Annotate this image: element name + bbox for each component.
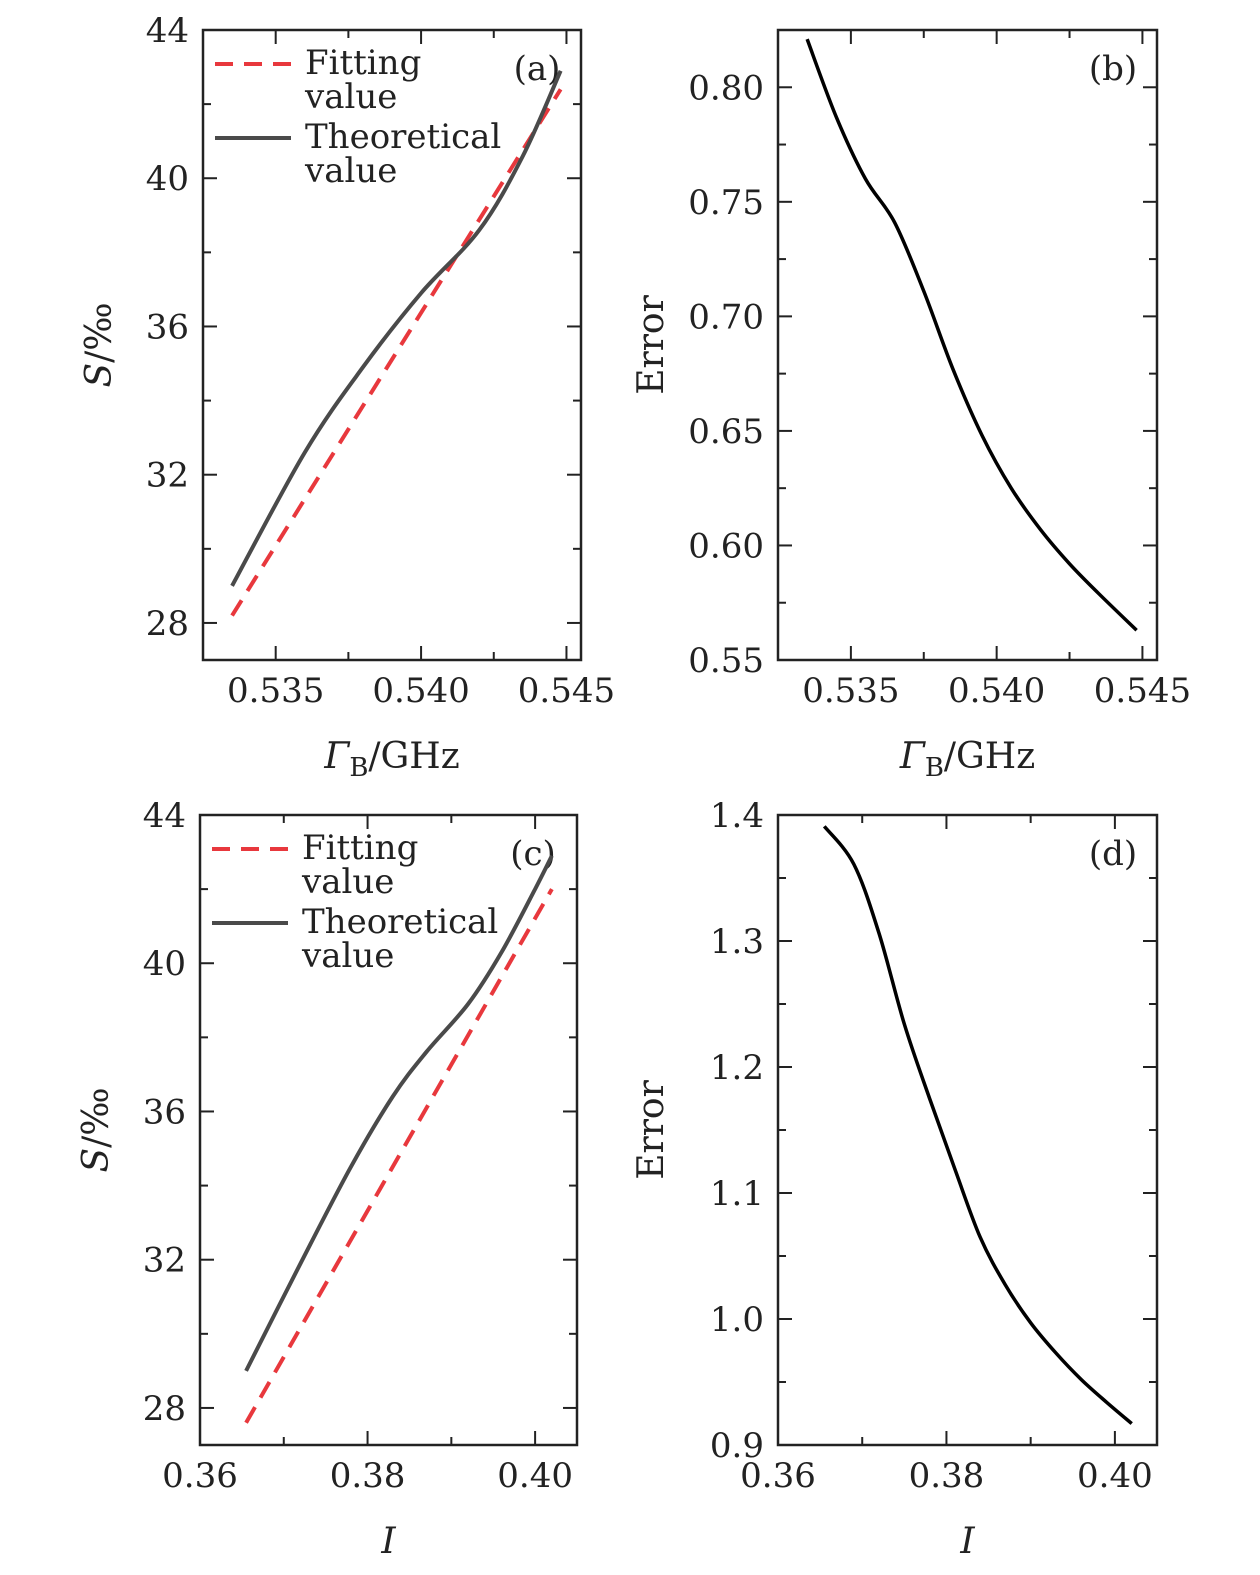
x-tick-label: 0.36 [162,1456,238,1496]
x-tick-label: 0.540 [948,671,1045,711]
error-line [805,38,1138,632]
legend-label: Theoretical [305,117,501,157]
x-tick-label: 0.535 [227,671,324,711]
panel-label: (a) [514,49,561,89]
theoretical-value-line [230,69,563,587]
y-axis-label: Error [631,294,672,394]
y-tick-label: 1.3 [710,922,764,962]
y-tick-label: 0.70 [688,297,764,337]
y-tick-label: 28 [146,604,189,644]
chart-panel-a: 0.535 0.540 0.545 28 32 36 40 44 ΓB/GHz S/‰ (a) Fit… [79,11,615,783]
y-tick-label: 0.55 [688,641,764,681]
y-axis-label: Error [631,1079,672,1179]
plot-frame [201,28,583,662]
y-tick-label: 1.4 [710,796,764,836]
y-tick-label: 44 [146,11,189,51]
x-tick-label: 0.545 [1094,671,1191,711]
legend-label-line2: value [304,77,397,117]
y-tick-label: 40 [143,944,186,984]
y-tick-label: 36 [143,1092,186,1132]
y-tick-label: 1.2 [710,1048,764,1088]
y-axis-label: S/‰ [76,1087,117,1172]
chart-panel-d: 0.36 0.38 0.40 0.9 1.0 1.1 1.2 1.3 1.4 I Error (d) [631,796,1159,1562]
y-tick-label: 32 [143,1241,186,1281]
legend-label: Fitting [302,828,418,868]
x-axis-label: ΓB/GHz [323,736,459,783]
chart-panel-b: 0.535 0.540 0.545 0.55 0.60 0.65 0.70 0.75 0.80 Γ… [631,28,1191,783]
y-tick-label: 36 [146,307,189,347]
y-tick-label: 44 [143,796,186,836]
panel-label: (d) [1089,834,1137,874]
y-axis-label: S/‰ [79,302,120,387]
y-tick-label: 0.65 [688,412,764,452]
y-tick-label: 0.80 [688,68,764,108]
x-axis-label: ΓB/GHz [899,736,1035,783]
x-tick-label: 0.40 [1077,1456,1153,1496]
fitting-value-line [244,888,554,1424]
panel-label: (c) [510,834,556,874]
y-tick-label: 1.1 [710,1174,764,1214]
x-tick-label: 0.38 [330,1456,406,1496]
x-axis-label: I [959,1521,975,1562]
legend-label-line2: value [301,862,394,902]
panel-label: (b) [1089,49,1137,89]
plot-frame [776,28,1159,662]
legend-label: Theoretical [302,902,498,942]
x-tick-label: 0.38 [909,1456,985,1496]
y-tick-label: 0.9 [710,1426,764,1466]
y-tick-label: 0.75 [688,183,764,223]
x-tick-label: 0.540 [372,671,469,711]
chart-panel-c: 0.36 0.38 0.402832364044IS/‰(c)Fittingvalu… [76,796,579,1562]
y-tick-label: 28 [143,1389,186,1429]
legend-label-line2: value [304,151,397,191]
theoretical-value-line [244,854,554,1372]
x-tick-label: 0.36 [740,1456,816,1496]
x-axis-label: I [380,1521,396,1562]
y-tick-label: 1.0 [710,1300,764,1340]
legend-label-line2: value [301,936,394,976]
legend-label: Fitting [305,43,421,83]
plot-frame [776,813,1159,1447]
x-tick-label: 0.40 [497,1456,573,1496]
error-line [822,825,1133,1425]
x-tick-label: 0.545 [518,671,615,711]
x-tick-label: 0.535 [802,671,899,711]
plot-frame [198,813,579,1447]
fitting-value-line [230,88,563,617]
y-tick-label: 32 [146,456,189,496]
y-tick-label: 0.60 [688,526,764,566]
y-tick-label: 40 [146,159,189,199]
